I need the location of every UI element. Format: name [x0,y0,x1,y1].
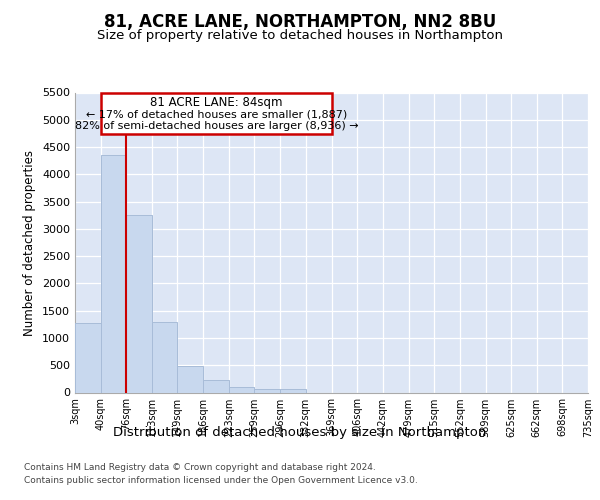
Text: 81, ACRE LANE, NORTHAMPTON, NN2 8BU: 81, ACRE LANE, NORTHAMPTON, NN2 8BU [104,12,496,30]
Text: Distribution of detached houses by size in Northampton: Distribution of detached houses by size … [113,426,487,439]
Bar [254,388,280,392]
Bar [229,387,254,392]
FancyBboxPatch shape [101,93,332,134]
Bar [75,322,101,392]
Text: 82% of semi-detached houses are larger (8,936) →: 82% of semi-detached houses are larger (… [75,121,358,131]
Y-axis label: Number of detached properties: Number of detached properties [23,150,37,336]
Text: Contains public sector information licensed under the Open Government Licence v3: Contains public sector information licen… [24,476,418,485]
Text: 81 ACRE LANE: 84sqm: 81 ACRE LANE: 84sqm [151,96,283,110]
Bar [126,215,152,392]
Bar [203,380,229,392]
Text: Contains HM Land Registry data © Crown copyright and database right 2024.: Contains HM Land Registry data © Crown c… [24,462,376,471]
Bar [280,389,305,392]
Text: ← 17% of detached houses are smaller (1,887): ← 17% of detached houses are smaller (1,… [86,110,347,120]
Bar [152,322,178,392]
Bar [178,366,203,392]
Text: Size of property relative to detached houses in Northampton: Size of property relative to detached ho… [97,29,503,42]
Bar [101,155,126,392]
